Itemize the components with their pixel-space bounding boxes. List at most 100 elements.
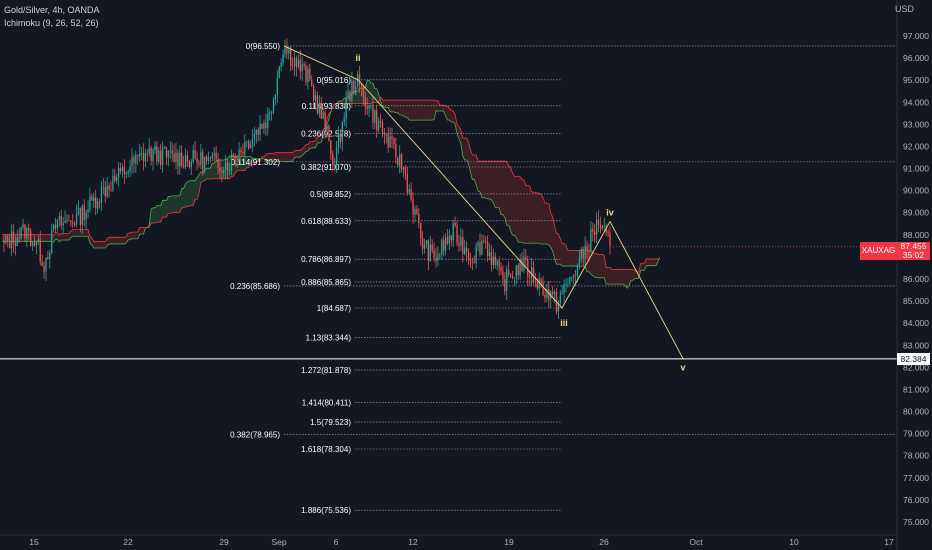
cloud-segment: [235, 156, 238, 173]
candle-body: [530, 267, 533, 278]
cloud-segment: [527, 185, 530, 244]
candle-body: [182, 165, 185, 168]
cloud-segment: [367, 80, 370, 104]
price-tick-label: 81.000: [903, 384, 929, 394]
candle-body: [490, 252, 493, 266]
candle-body: [464, 247, 466, 254]
cloud-segment: [627, 269, 630, 289]
cloud-segment: [449, 108, 452, 122]
candle-body: [603, 225, 605, 227]
candle-body: [584, 245, 586, 259]
candle-body: [93, 197, 95, 201]
wave-label: iv: [606, 208, 614, 218]
cloud-segment: [414, 100, 417, 121]
cloud-segment: [359, 88, 362, 104]
candle-body: [244, 141, 246, 155]
cloud-segment: [652, 259, 654, 266]
price-tick-label: 82.000: [903, 362, 929, 372]
indicator-label[interactable]: Ichimoku (9, 26, 52, 26): [4, 18, 99, 28]
candle-body: [462, 236, 464, 254]
candle-body: [52, 224, 55, 231]
cloud-segment: [395, 100, 398, 113]
cloud-segment: [573, 250, 576, 267]
candle-body: [154, 145, 156, 151]
cloud-segment: [221, 160, 224, 179]
candle-body: [332, 154, 334, 166]
cloud-segment: [451, 110, 454, 122]
time-tick-label: 10: [789, 537, 799, 547]
candle-body: [425, 240, 428, 244]
cloud-segment: [130, 232, 133, 240]
candle-body: [370, 105, 372, 106]
price-tick-label: 97.000: [903, 31, 929, 41]
cloud-segment: [233, 156, 236, 177]
cloud-segment: [382, 100, 385, 107]
price-tick-label: 76.000: [903, 495, 929, 505]
candle-body: [527, 260, 529, 277]
candle-body: [420, 222, 422, 239]
candle-body: [590, 228, 592, 252]
candle-body: [601, 226, 604, 229]
candle-body: [190, 161, 192, 168]
candle-body: [372, 105, 374, 123]
candle-body: [225, 162, 227, 170]
price-tick-label: 88.000: [903, 230, 929, 240]
candle-body: [607, 232, 609, 234]
candle-body: [567, 283, 569, 285]
candle-body: [85, 212, 87, 221]
cloud-segment: [376, 88, 379, 103]
candle-body: [177, 152, 179, 167]
candle-body: [150, 147, 152, 161]
candle-body: [374, 110, 376, 123]
candle-body: [404, 167, 407, 175]
cloud-segment: [478, 161, 480, 192]
candle-body: [8, 241, 11, 249]
cloud-segment: [47, 234, 50, 242]
cloud-segment: [558, 233, 561, 265]
time-axis[interactable]: 15 22 29 Sep 6 12 19 26 Oct 10 17: [0, 534, 897, 547]
candle-body: [278, 67, 280, 78]
price-tick-label: 90.000: [903, 186, 929, 196]
cloud-segment: [284, 152, 287, 162]
cloud-segment: [45, 234, 48, 242]
candle-body: [232, 154, 235, 157]
candle-body: [391, 136, 393, 139]
candle-body: [16, 237, 18, 246]
cloud-segment: [464, 137, 467, 160]
cloud-segment: [502, 161, 505, 218]
cloud-segment: [78, 229, 81, 237]
cloud-segment: [554, 226, 557, 265]
cloud-segment: [409, 100, 412, 121]
cloud-segment: [170, 195, 173, 214]
cloud-segment: [353, 91, 356, 104]
cloud-segment: [311, 141, 314, 149]
candle-body: [255, 129, 257, 135]
candle-body: [106, 185, 108, 197]
cloud-segment: [424, 100, 427, 121]
cloud-segment: [403, 100, 406, 118]
cloud-segment: [474, 154, 477, 185]
cloud-segment: [606, 267, 609, 285]
cloud-segment: [202, 170, 205, 182]
cloud-segment: [269, 153, 272, 162]
cloud-segment: [313, 141, 316, 148]
price-axis[interactable]: 75.000 76.000 77.000 78.000 79.000 80.000 81.0…: [896, 0, 929, 550]
candle-body: [431, 244, 433, 251]
symbol-title[interactable]: Gold/Silver, 4h, OANDA: [4, 5, 100, 15]
cloud-segment: [499, 161, 502, 215]
candle-body: [131, 157, 133, 166]
candle-body: [458, 243, 460, 246]
candle-body: [253, 134, 256, 139]
cloud-segment: [608, 267, 610, 285]
cloud-segment: [319, 135, 322, 143]
cloud-segment: [462, 137, 465, 160]
wave-label: v: [680, 362, 685, 372]
cloud-segment: [277, 152, 280, 162]
price-tick-label: 77.000: [903, 473, 929, 483]
cloud-segment: [74, 229, 77, 237]
cloud-segment: [327, 113, 329, 125]
cloud-segment: [120, 237, 123, 244]
candle-body: [226, 162, 229, 171]
cloud-segment: [82, 229, 85, 237]
